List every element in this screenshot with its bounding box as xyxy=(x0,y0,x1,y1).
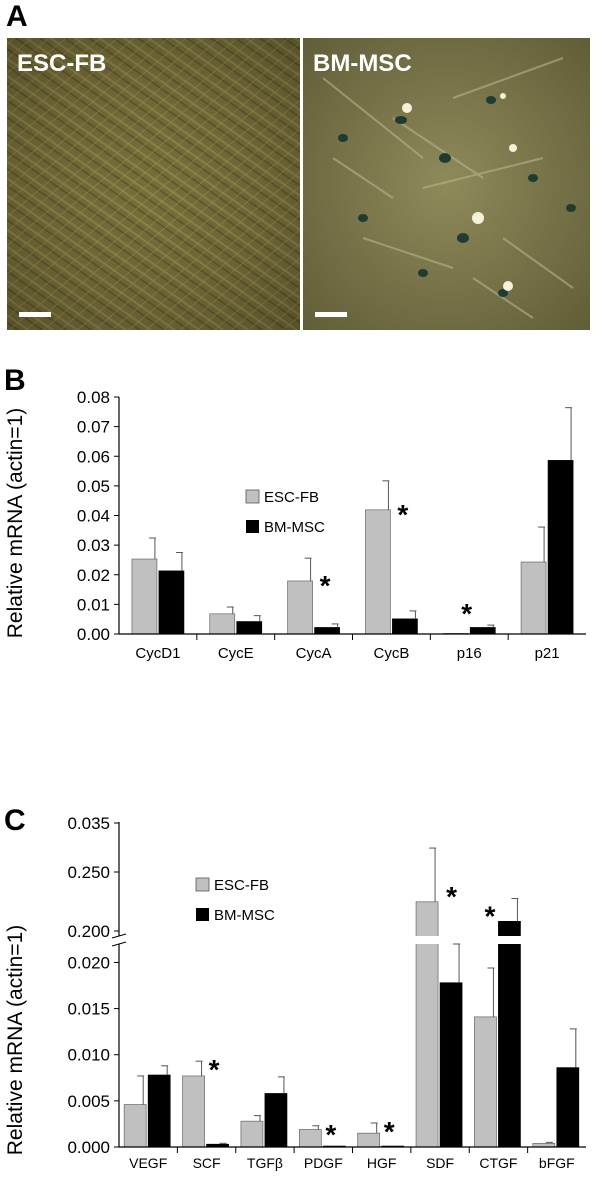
y-tick-label: 0.015 xyxy=(67,1000,110,1019)
x-tick-label-p21: p21 xyxy=(535,645,560,662)
significance-marker: * xyxy=(461,598,472,629)
bar-bm-msc-p16 xyxy=(469,627,496,635)
bar-esc-fb-hgf xyxy=(357,1132,381,1148)
bar-bm-msc-cycb xyxy=(392,618,418,635)
x-tick-label-scf: SCF xyxy=(193,1155,221,1171)
legend: ESC-FB BM-MSC xyxy=(245,489,325,536)
y-tick-label: 0.010 xyxy=(67,1046,110,1065)
bar-esc-fb-vegf xyxy=(123,1104,147,1148)
y-tick-label: 0.200 xyxy=(67,922,110,941)
y-tick-label: 0.08 xyxy=(77,388,110,407)
y-tick-label: 0.03 xyxy=(77,536,110,555)
esc-fb-micrograph: ESC-FB xyxy=(7,38,300,330)
significance-marker: * xyxy=(320,570,331,601)
significance-marker: * xyxy=(209,1054,220,1085)
bar-esc-fb-cyca xyxy=(287,580,313,635)
axis-break-mark xyxy=(111,941,127,947)
legend-swatch-bm-msc xyxy=(246,520,259,533)
y-tick-label: 0.07 xyxy=(77,418,110,437)
axis-break-mark xyxy=(111,933,127,939)
legend-swatch-bm-msc xyxy=(196,908,209,921)
bar-bm-msc-cyce xyxy=(236,621,263,635)
bar-bm-msc-cycd1 xyxy=(158,570,185,635)
y-tick-label: 0.020 xyxy=(67,953,110,972)
y-tick-label: 0.000 xyxy=(67,1138,110,1157)
bar-bm-msc-p21 xyxy=(547,460,574,635)
x-tick-label-sdf: SDF xyxy=(426,1155,454,1171)
bar-bm-msc-sdf xyxy=(439,982,463,1148)
y-tick-label: 0.250 xyxy=(67,863,110,882)
bar-bm-msc-bfgf xyxy=(556,1067,580,1148)
significance-marker: * xyxy=(484,900,495,931)
bm-msc-micrograph: BM-MSC xyxy=(303,38,590,330)
x-tick-label-bfgf: bFGF xyxy=(539,1155,575,1171)
y-tick-label: 0.06 xyxy=(77,447,110,466)
legend-swatch-esc-fb xyxy=(245,489,260,504)
significance-marker: * xyxy=(384,1116,395,1147)
x-tick-label-ctgf: CTGF xyxy=(479,1155,517,1171)
x-tick-label-p16: p16 xyxy=(457,645,482,662)
panel-a-letter: A xyxy=(6,0,28,33)
scale-bar xyxy=(19,312,51,317)
x-tick-label-cyce: CycE xyxy=(218,645,254,662)
bar-break-gap xyxy=(497,936,522,944)
panel-b-letter: B xyxy=(4,364,26,397)
legend: ESC-FB BM-MSC xyxy=(195,877,275,924)
y-tick-label: 0.035 xyxy=(67,814,110,833)
legend-label-bm-msc: BM-MSC xyxy=(214,907,275,924)
y-tick-label: 0.005 xyxy=(67,1092,110,1111)
significance-marker: * xyxy=(325,1119,336,1150)
y-axis-label: Relative mRNA (actin=1) xyxy=(4,925,27,1156)
bar-esc-fb-cyce xyxy=(209,613,236,635)
bar-esc-fb-tgf xyxy=(240,1120,264,1148)
significance-marker: * xyxy=(446,881,457,912)
y-tick-label: 0.02 xyxy=(77,566,110,585)
scale-bar xyxy=(315,312,347,317)
panel-c-letter: C xyxy=(4,804,26,837)
x-tick-label-vegf: VEGF xyxy=(129,1155,167,1171)
growth-factor-chart: Relative mRNA (actin=1) 0.000 0.005 0.010 0… xyxy=(4,814,586,1171)
bm-msc-texture xyxy=(303,38,590,330)
y-axis-label: Relative mRNA (actin=1) xyxy=(4,408,27,639)
esc-fb-image-label: ESC-FB xyxy=(17,50,107,77)
bar-bm-msc-cyca xyxy=(314,627,340,635)
bar-esc-fb-pdgf xyxy=(298,1129,322,1148)
bar-esc-fb-cycd1 xyxy=(131,558,158,635)
bar-esc-fb-scf xyxy=(182,1075,205,1148)
bar-esc-fb-cycb xyxy=(365,509,391,635)
bar-esc-fb-p21 xyxy=(520,561,547,635)
bar-esc-fb-ctgf xyxy=(474,1016,497,1148)
bar-bm-msc-vegf xyxy=(147,1074,171,1148)
y-tick-label: 0.00 xyxy=(77,625,110,644)
significance-marker: * xyxy=(397,499,408,530)
bar-bm-msc-tgf xyxy=(264,1093,288,1148)
legend-label-esc-fb: ESC-FB xyxy=(214,877,269,894)
x-tick-label-cyca: CycA xyxy=(296,645,332,662)
bar-break-gap xyxy=(415,936,440,944)
cell-cycle-gene-chart: Relative mRNA (actin=1) 0.00 0.01 0.02 0.03… xyxy=(4,388,586,662)
y-tick-label: 0.05 xyxy=(77,477,110,496)
esc-fb-texture xyxy=(7,38,300,330)
x-tick-label-cycb: CycB xyxy=(373,645,409,662)
x-tick-label-hgf: HGF xyxy=(367,1155,397,1171)
bar-bm-msc-ctgf xyxy=(498,920,521,1148)
bm-msc-image-label: BM-MSC xyxy=(313,50,412,77)
legend-label-esc-fb: ESC-FB xyxy=(264,489,319,506)
legend-swatch-esc-fb xyxy=(195,877,210,892)
x-tick-label-pdgf: PDGF xyxy=(304,1155,343,1171)
y-tick-label: 0.01 xyxy=(77,595,110,614)
x-tick-label-tgf: TGFβ xyxy=(247,1155,283,1171)
legend-label-bm-msc: BM-MSC xyxy=(264,519,325,536)
x-tick-label-cycd1: CycD1 xyxy=(135,645,180,662)
y-tick-label: 0.04 xyxy=(77,507,110,526)
